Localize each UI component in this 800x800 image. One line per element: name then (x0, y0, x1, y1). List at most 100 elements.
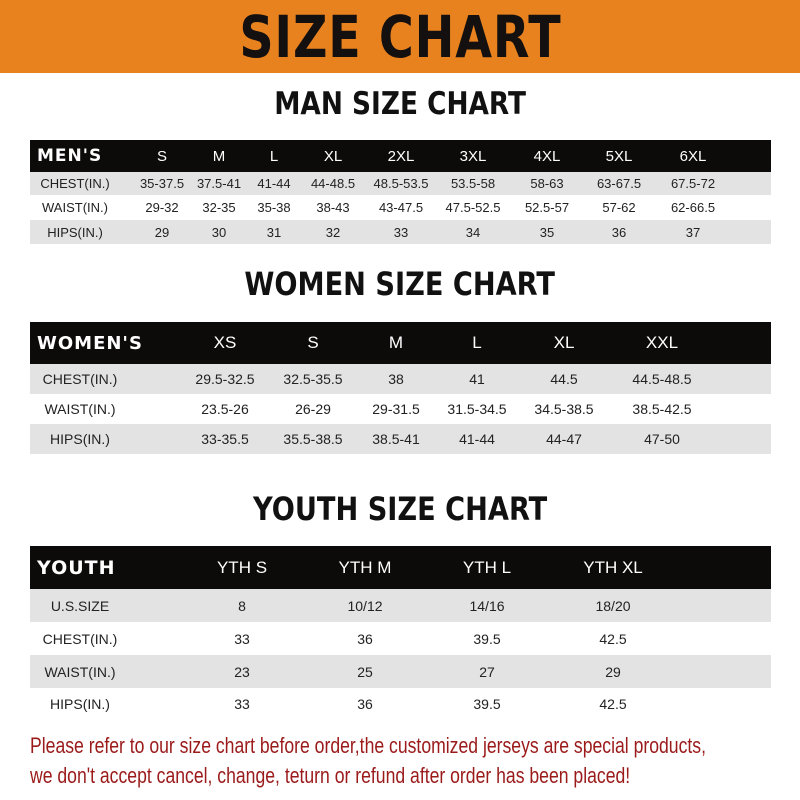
women-section-title: WOMEN SIZE CHART (244, 265, 556, 303)
measurement-cell: 44-48.5 (310, 176, 356, 191)
size-header: XXL (645, 333, 679, 352)
size-header: 3XL (459, 147, 487, 165)
size-header: 4XL (533, 147, 561, 165)
table-header-row: WOMEN'S XS S M L XL XXL (30, 322, 771, 364)
measurement-cell: 29.5-32.5 (195, 371, 255, 387)
measurement-cell: 35.5-38.5 (283, 431, 343, 447)
measurement-cell: 37 (685, 224, 701, 240)
measurement-cell: 42.5 (599, 696, 627, 712)
table-corner-label: WOMEN'S (37, 332, 143, 354)
measurement-cell: 33-35.5 (201, 431, 249, 447)
table-row: HIPS(IN.) 33-35.5 35.5-38.5 38.5-41 41-44 44-… (30, 424, 771, 454)
measurement-cell: 43-47.5 (378, 200, 424, 215)
measurement-cell: 31 (266, 224, 282, 240)
measurement-cell: 34.5-38.5 (534, 401, 594, 417)
measurement-cell: 42.5 (599, 630, 627, 647)
size-header: 5XL (605, 147, 633, 165)
measurement-cell: 41-44 (257, 176, 291, 191)
row-label: WAIST(IN.) (42, 200, 108, 215)
measurement-cell: 8 (238, 597, 246, 614)
measurement-cell: 44-47 (546, 431, 582, 447)
notice-line-2: we don't accept cancel, change, teturn o… (30, 763, 631, 788)
measurement-cell: 35 (539, 224, 555, 240)
measurement-cell: 23 (234, 663, 250, 680)
measurement-cell: 29 (154, 224, 170, 240)
size-header: XS (213, 333, 237, 352)
table-row: CHEST(IN.) 33 36 39.5 42.5 (30, 622, 771, 655)
size-header: L (472, 333, 482, 352)
measurement-cell: 47.5-52.5 (445, 200, 501, 215)
measurement-cell: 31.5-34.5 (447, 401, 507, 417)
measurement-cell: 26-29 (295, 401, 331, 417)
measurement-cell: 57-62 (602, 200, 636, 215)
measurement-cell: 32 (325, 224, 341, 240)
size-header: 2XL (387, 147, 415, 165)
measurement-cell: 39.5 (473, 630, 501, 647)
row-label: WAIST(IN.) (44, 663, 116, 680)
youth-section-title: YOUTH SIZE CHART (252, 490, 548, 528)
size-header: S (307, 333, 319, 352)
table-row: CHEST(IN.) 29.5-32.5 32.5-35.5 38 41 44.5 44.5… (30, 364, 771, 394)
measurement-cell: 30 (211, 224, 227, 240)
measurement-cell: 35-38 (257, 200, 291, 215)
measurement-cell: 10/12 (347, 597, 383, 614)
measurement-cell: 47-50 (644, 431, 680, 447)
measurement-cell: 36 (357, 696, 373, 712)
row-label: HIPS(IN.) (50, 431, 110, 447)
size-header: XL (553, 333, 575, 352)
table-row: WAIST(IN.) 23.5-26 26-29 29-31.5 31.5-34.5 34… (30, 394, 771, 424)
measurement-cell: 44.5 (550, 371, 578, 387)
measurement-cell: 32.5-35.5 (283, 371, 343, 387)
row-label: HIPS(IN.) (50, 696, 110, 712)
row-label: U.S.SIZE (50, 597, 110, 614)
men-section-title: MAN SIZE CHART (274, 86, 526, 122)
notice-line-1: Please refer to our size chart before or… (30, 733, 706, 758)
measurement-cell: 25 (357, 663, 373, 680)
size-header: S (156, 147, 168, 165)
measurement-cell: 27 (479, 663, 495, 680)
table-row: HIPS(IN.) 33 36 39.5 42.5 (30, 688, 771, 720)
table-corner-label: YOUTH (37, 556, 116, 579)
measurement-cell: 36 (611, 224, 627, 240)
size-header: XL (323, 147, 343, 165)
measurement-cell: 67.5-72 (670, 176, 716, 191)
measurement-cell: 29-32 (145, 200, 179, 215)
row-label: WAIST(IN.) (44, 401, 116, 417)
measurement-cell: 33 (234, 696, 250, 712)
measurement-cell: 36 (357, 630, 373, 647)
size-header: 6XL (679, 147, 707, 165)
measurement-cell: 39.5 (473, 696, 501, 712)
measurement-cell: 38.5-42.5 (632, 401, 692, 417)
measurement-cell: 52.5-57 (524, 200, 570, 215)
table-row: CHEST(IN.) 35-37.5 37.5-41 41-44 44-48.5 48.5… (30, 172, 771, 195)
table-row: WAIST(IN.) 29-32 32-35 35-38 38-43 43-47.5 47.… (30, 195, 771, 220)
table-header-row: YOUTH YTH S YTH M YTH L YTH XL (30, 546, 771, 589)
size-header: YTH M (338, 557, 392, 577)
row-label: CHEST(IN.) (42, 371, 118, 387)
table-corner-label: MEN'S (37, 146, 103, 166)
measurement-cell: 29-31.5 (372, 401, 420, 417)
measurement-cell: 38 (388, 371, 404, 387)
measurement-cell: 58-63 (530, 176, 564, 191)
measurement-cell: 35-37.5 (139, 176, 185, 191)
measurement-cell: 63-67.5 (596, 176, 642, 191)
measurement-cell: 53.5-58 (450, 176, 496, 191)
measurement-cell: 48.5-53.5 (373, 176, 429, 191)
size-chart-banner: SIZE CHART (0, 0, 800, 73)
measurement-cell: 37.5-41 (196, 176, 242, 191)
measurement-cell: 23.5-26 (201, 401, 249, 417)
measurement-cell: 34 (465, 224, 481, 240)
size-header: M (212, 147, 226, 165)
table-row: U.S.SIZE 8 10/12 14/16 18/20 (30, 589, 771, 622)
size-header: YTH S (216, 557, 268, 577)
measurement-cell: 62-66.5 (670, 200, 716, 215)
measurement-cell: 41 (469, 371, 485, 387)
measurement-cell: 29 (605, 663, 621, 680)
size-header: YTH XL (583, 557, 643, 577)
measurement-cell: 33 (234, 630, 250, 647)
row-label: HIPS(IN.) (47, 224, 103, 240)
size-header: YTH L (462, 557, 512, 577)
table-row: HIPS(IN.) 29 30 31 32 33 34 35 36 37 (30, 220, 771, 244)
measurement-cell: 14/16 (469, 597, 505, 614)
size-header: M (388, 333, 404, 352)
